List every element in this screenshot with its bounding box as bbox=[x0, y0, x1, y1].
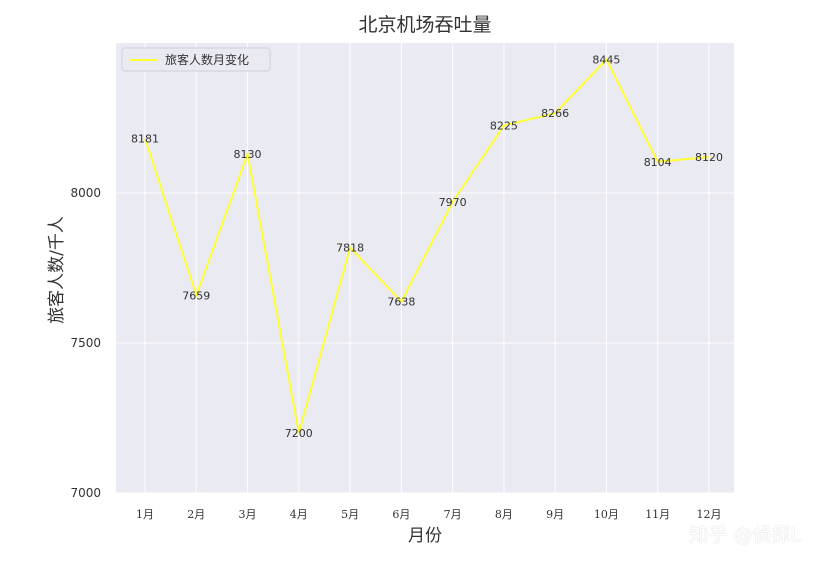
x-tick-label: 12月 bbox=[696, 508, 721, 521]
legend-label: 旅客人数月变化 bbox=[165, 52, 249, 67]
data-label: 8445 bbox=[592, 54, 620, 67]
data-label: 8181 bbox=[131, 133, 159, 146]
x-tick-label: 6月 bbox=[392, 508, 410, 521]
x-tick-label: 9月 bbox=[546, 508, 564, 521]
data-label: 8120 bbox=[695, 151, 723, 164]
x-tick-label: 7月 bbox=[444, 508, 462, 521]
legend-box bbox=[121, 47, 271, 72]
plot-area bbox=[116, 43, 734, 493]
grid-lines bbox=[116, 43, 734, 494]
x-axis-ticks: 1月 2月 3月 4月 5月 6月 7月 8月 9月 10月 11月 12月 bbox=[136, 508, 721, 521]
data-label: 7818 bbox=[336, 242, 364, 255]
x-tick-label: 10月 bbox=[594, 508, 619, 521]
data-label: 7659 bbox=[182, 289, 210, 302]
y-axis-ticks: 7000 7500 8000 bbox=[70, 186, 101, 500]
series-line bbox=[144, 57, 710, 434]
legend: 旅客人数月变化 bbox=[121, 47, 271, 72]
x-tick-label: 2月 bbox=[187, 508, 205, 521]
data-label: 8104 bbox=[644, 156, 672, 169]
y-tick-label: 7000 bbox=[70, 486, 101, 500]
x-tick-label: 5月 bbox=[341, 508, 359, 521]
data-label: 8225 bbox=[490, 120, 518, 133]
data-label: 7638 bbox=[387, 296, 415, 309]
watermark: 知乎 @侦探L bbox=[689, 524, 801, 546]
data-label: 8130 bbox=[234, 148, 262, 161]
data-label: 7970 bbox=[439, 196, 467, 209]
x-tick-label: 3月 bbox=[239, 508, 257, 521]
x-tick-label: 8月 bbox=[495, 508, 513, 521]
data-label: 8266 bbox=[541, 107, 569, 120]
x-tick-label: 1月 bbox=[136, 508, 154, 521]
y-axis-label: 旅客人数/千人 bbox=[47, 216, 67, 324]
x-tick-label: 11月 bbox=[645, 508, 670, 521]
data-labels: 8181 7659 8130 7200 7818 7638 7970 8225 8266 8445… bbox=[131, 54, 723, 441]
data-label: 7200 bbox=[285, 427, 313, 440]
y-tick-label: 8000 bbox=[70, 186, 101, 200]
chart-title: 北京机场吞吐量 bbox=[358, 14, 491, 36]
x-tick-label: 4月 bbox=[290, 508, 308, 521]
y-tick-label: 7500 bbox=[70, 336, 101, 350]
x-axis-label: 月份 bbox=[408, 526, 442, 546]
